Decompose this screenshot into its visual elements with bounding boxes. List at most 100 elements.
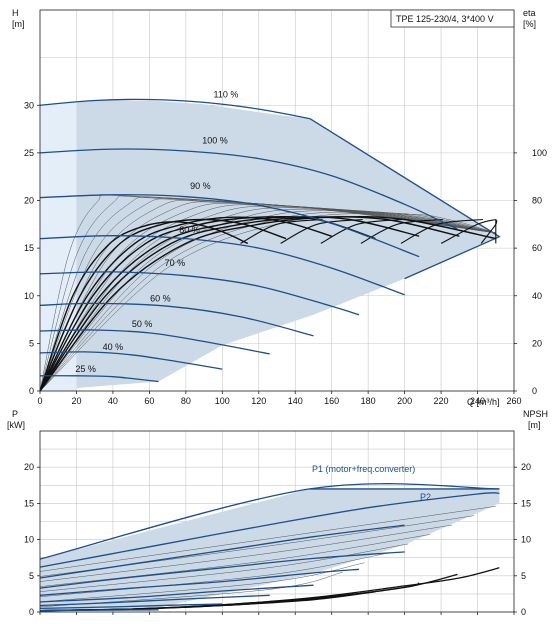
x-tick-label: 80 — [181, 396, 191, 406]
x-tick-label: 240 — [470, 396, 485, 406]
speed-curve-label: 50 % — [132, 319, 153, 329]
speed-curve — [39, 271, 360, 316]
thin-head-curve — [39, 204, 496, 392]
x-tick-label: 220 — [434, 396, 449, 406]
x-tick-label: 0 — [37, 396, 42, 406]
y-left-tick-label: 15 — [24, 243, 34, 253]
min-flow-band — [40, 102, 77, 391]
thin-head-curve — [39, 207, 496, 392]
speed-curve — [39, 302, 314, 337]
efficiency-curve-tail — [240, 218, 323, 244]
p-tick-label: 15 — [24, 498, 34, 508]
bottom-axis-labels: P [kW] NPSH [m] P1 (motor+freq.converter… — [7, 409, 548, 502]
speed-curve-label: 25 % — [75, 364, 96, 374]
speed-curve — [39, 148, 458, 230]
efficiency-curve — [39, 221, 249, 392]
speed-curve — [39, 351, 223, 370]
efficiency-curve-tail — [280, 218, 363, 244]
p-label: P — [12, 409, 18, 419]
bottom-operating-range — [40, 488, 500, 612]
top-operating-range — [40, 100, 501, 392]
npsh-tick-label: 0 — [521, 607, 526, 617]
thin-head-curve — [39, 194, 496, 392]
x-tick-label: 100 — [215, 396, 230, 406]
thin-power-curve — [39, 524, 453, 582]
y-left-tick-label: 30 — [24, 100, 34, 110]
speed-curve-label: 70 % — [165, 258, 186, 268]
operating-range-fill — [40, 100, 500, 392]
p1-series-label: P1 (motor+freq.converter) — [312, 464, 415, 474]
speed-curve-label: 60 % — [150, 293, 171, 303]
p-tick-label: 5 — [29, 571, 34, 581]
x-tick-label: 260 — [506, 396, 521, 406]
head-efficiency-chart: 110 % 100 % 90 % 80 % 70 % 60 % 50 % 40 % 25 % 0… — [12, 8, 547, 407]
efficiency-curve-tail — [440, 218, 496, 244]
y-left-tick-label: 25 — [24, 148, 34, 158]
thin-power-curve — [39, 534, 431, 587]
thin-head-curve — [39, 195, 496, 392]
power-curve — [39, 524, 405, 579]
p-tick-label: 0 — [29, 607, 34, 617]
y-left-label: H — [12, 8, 19, 18]
efficiency-curve-tail — [320, 218, 403, 244]
max-power-boundary — [309, 118, 501, 280]
thin-head-curve — [39, 200, 496, 392]
power-curve — [39, 568, 360, 596]
top-axis-labels: H [m] eta [%] Q [m³/h] — [12, 8, 536, 407]
speed-curve — [39, 194, 420, 258]
y-right-tick-label: 0 — [532, 386, 537, 396]
npsh-tick-label: 15 — [521, 498, 531, 508]
y-right-tick-label: 80 — [532, 196, 542, 206]
speed-curves: 110 % 100 % 90 % 80 % 70 % 60 % 50 % 40 % 25 % — [39, 90, 458, 383]
npsh-tick-label: 5 — [521, 571, 526, 581]
bottom-plot-frame — [39, 430, 515, 613]
power-curve — [39, 483, 500, 560]
power-curve — [39, 551, 405, 589]
speed-curve — [39, 329, 270, 355]
top-iso-efficiency-lines — [39, 194, 496, 392]
model-title: TPE 125-230/4, 3*400 V — [396, 14, 494, 24]
y-right-tick-label: 40 — [532, 291, 542, 301]
x-tick-label: 120 — [251, 396, 266, 406]
x-tick-label: 200 — [397, 396, 412, 406]
efficiency-curve-tail — [400, 218, 484, 244]
y-right-tick-label: 60 — [532, 243, 542, 253]
x-tick-label: 40 — [108, 396, 118, 406]
power-curve — [39, 584, 314, 603]
bottom-axes: 0 5 10 15 20 0 5 10 15 20 — [24, 430, 531, 617]
efficiency-curves — [39, 215, 498, 392]
thin-power-curve — [39, 553, 387, 598]
y-left-tick-label: 20 — [24, 196, 34, 206]
power-curve — [39, 492, 500, 568]
efficiency-curve-tail — [360, 218, 443, 244]
thin-power-curve — [39, 543, 409, 592]
p-tick-label: 20 — [24, 462, 34, 472]
power-npsh-chart: 0 5 10 15 20 0 5 10 15 20 P [kW] NPSH [m] P1 (mot… — [7, 409, 548, 617]
y-right-tick-label: 100 — [532, 148, 547, 158]
p-tick-label: 10 — [24, 535, 34, 545]
x-axis-label: Q [m³/h] — [467, 397, 500, 407]
power-curve — [39, 603, 223, 610]
efficiency-curve — [39, 216, 460, 392]
speed-curve-label: 110 % — [214, 90, 239, 100]
efficiency-curve — [39, 216, 332, 392]
efficiency-curve — [39, 215, 496, 392]
power-range-fill — [40, 488, 500, 612]
efficiency-curve — [39, 216, 420, 392]
y-right-unit: [%] — [523, 19, 536, 29]
thin-power-curve — [39, 506, 496, 572]
x-tick-label: 160 — [324, 396, 339, 406]
speed-curve — [39, 375, 159, 383]
speed-curve-label: 100 % — [202, 135, 228, 145]
y-left-tick-label: 0 — [29, 386, 34, 396]
thin-head-curve — [39, 208, 496, 392]
top-axes: 0 20 40 60 80 100 120 140 160 180 200 220 240 2600510… — [24, 9, 547, 406]
thin-power-curve — [39, 562, 365, 603]
speed-curve-label: 80 % — [179, 225, 200, 235]
x-tick-label: 60 — [144, 396, 154, 406]
npsh-tick-label: 20 — [521, 462, 531, 472]
y-left-tick-label: 5 — [29, 338, 34, 348]
speed-curve — [39, 98, 310, 120]
model-title-box: TPE 125-230/4, 3*400 V — [390, 9, 515, 28]
